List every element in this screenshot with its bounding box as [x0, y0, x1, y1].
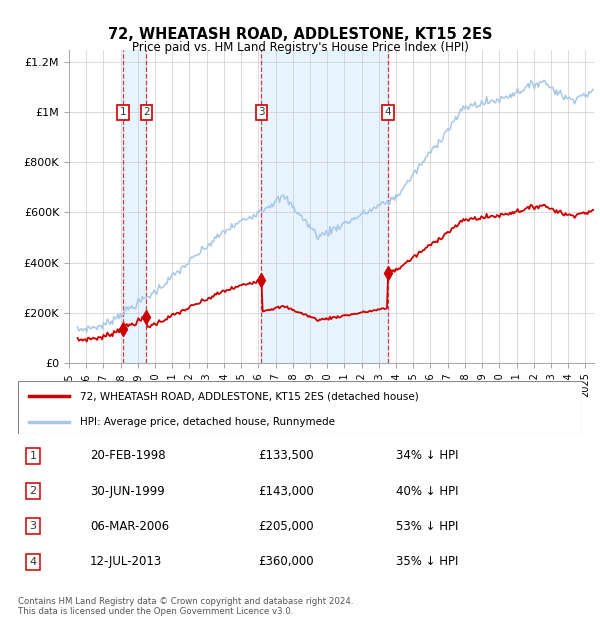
- Text: 2: 2: [29, 486, 37, 496]
- Text: 06-MAR-2006: 06-MAR-2006: [90, 520, 169, 533]
- Text: £143,000: £143,000: [258, 485, 314, 497]
- Text: 2: 2: [143, 107, 150, 117]
- Text: 1: 1: [29, 451, 37, 461]
- Text: 53% ↓ HPI: 53% ↓ HPI: [396, 520, 458, 533]
- Text: 34% ↓ HPI: 34% ↓ HPI: [396, 450, 458, 462]
- Text: This data is licensed under the Open Government Licence v3.0.: This data is licensed under the Open Gov…: [18, 607, 293, 616]
- Text: 12-JUL-2013: 12-JUL-2013: [90, 556, 162, 568]
- Bar: [262, 50, 388, 363]
- Text: 3: 3: [29, 521, 37, 531]
- Text: £205,000: £205,000: [258, 520, 314, 533]
- Bar: [123, 50, 146, 363]
- Text: 4: 4: [29, 557, 37, 567]
- Text: £360,000: £360,000: [258, 556, 314, 568]
- Text: 20-FEB-1998: 20-FEB-1998: [90, 450, 166, 462]
- Text: Contains HM Land Registry data © Crown copyright and database right 2024.: Contains HM Land Registry data © Crown c…: [18, 597, 353, 606]
- Text: 30-JUN-1999: 30-JUN-1999: [90, 485, 165, 497]
- Text: HPI: Average price, detached house, Runnymede: HPI: Average price, detached house, Runn…: [80, 417, 335, 427]
- Text: 72, WHEATASH ROAD, ADDLESTONE, KT15 2ES (detached house): 72, WHEATASH ROAD, ADDLESTONE, KT15 2ES …: [80, 391, 419, 401]
- Text: 3: 3: [258, 107, 265, 117]
- Text: 4: 4: [385, 107, 391, 117]
- Text: £133,500: £133,500: [258, 450, 314, 462]
- Text: 1: 1: [119, 107, 126, 117]
- Text: 35% ↓ HPI: 35% ↓ HPI: [396, 556, 458, 568]
- Text: 40% ↓ HPI: 40% ↓ HPI: [396, 485, 458, 497]
- Text: Price paid vs. HM Land Registry's House Price Index (HPI): Price paid vs. HM Land Registry's House …: [131, 41, 469, 54]
- Text: 72, WHEATASH ROAD, ADDLESTONE, KT15 2ES: 72, WHEATASH ROAD, ADDLESTONE, KT15 2ES: [108, 27, 492, 42]
